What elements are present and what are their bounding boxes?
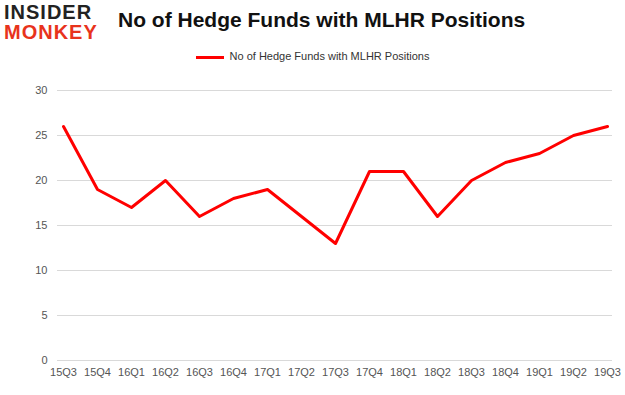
svg-text:25: 25	[35, 129, 47, 141]
svg-text:18Q2: 18Q2	[424, 366, 451, 378]
svg-text:16Q2: 16Q2	[152, 366, 179, 378]
svg-text:16Q4: 16Q4	[220, 366, 247, 378]
svg-text:18Q1: 18Q1	[390, 366, 417, 378]
svg-text:19Q2: 19Q2	[560, 366, 587, 378]
html-text:No of Hedge Funds with MLHR Po: No of Hedge Funds with MLHR Positions	[229, 50, 430, 62]
svg-text:0: 0	[41, 354, 47, 366]
svg-text:5: 5	[41, 309, 47, 321]
html-text:INSIDER: INSIDER	[4, 1, 93, 23]
svg-text:16Q3: 16Q3	[186, 366, 213, 378]
svg-text:15: 15	[35, 219, 47, 231]
svg-text:19Q1: 19Q1	[526, 366, 553, 378]
svg-text:18Q4: 18Q4	[492, 366, 519, 378]
svg-text:18Q3: 18Q3	[458, 366, 485, 378]
svg-text:30: 30	[35, 84, 47, 96]
html-text:No of Hedge Funds with MLHR Po: No of Hedge Funds with MLHR Positions	[118, 8, 526, 31]
svg-text:15Q3: 15Q3	[50, 366, 77, 378]
svg-text:17Q2: 17Q2	[288, 366, 315, 378]
svg-text:10: 10	[35, 264, 47, 276]
svg-text:17Q1: 17Q1	[254, 366, 281, 378]
svg-text:16Q1: 16Q1	[118, 366, 145, 378]
html-text:MONKEY: MONKEY	[4, 21, 98, 43]
svg-text:15Q4: 15Q4	[84, 366, 111, 378]
svg-text:17Q3: 17Q3	[322, 366, 349, 378]
svg-text:19Q3: 19Q3	[594, 366, 621, 378]
svg-text:17Q4: 17Q4	[356, 366, 383, 378]
svg-text:20: 20	[35, 174, 47, 186]
